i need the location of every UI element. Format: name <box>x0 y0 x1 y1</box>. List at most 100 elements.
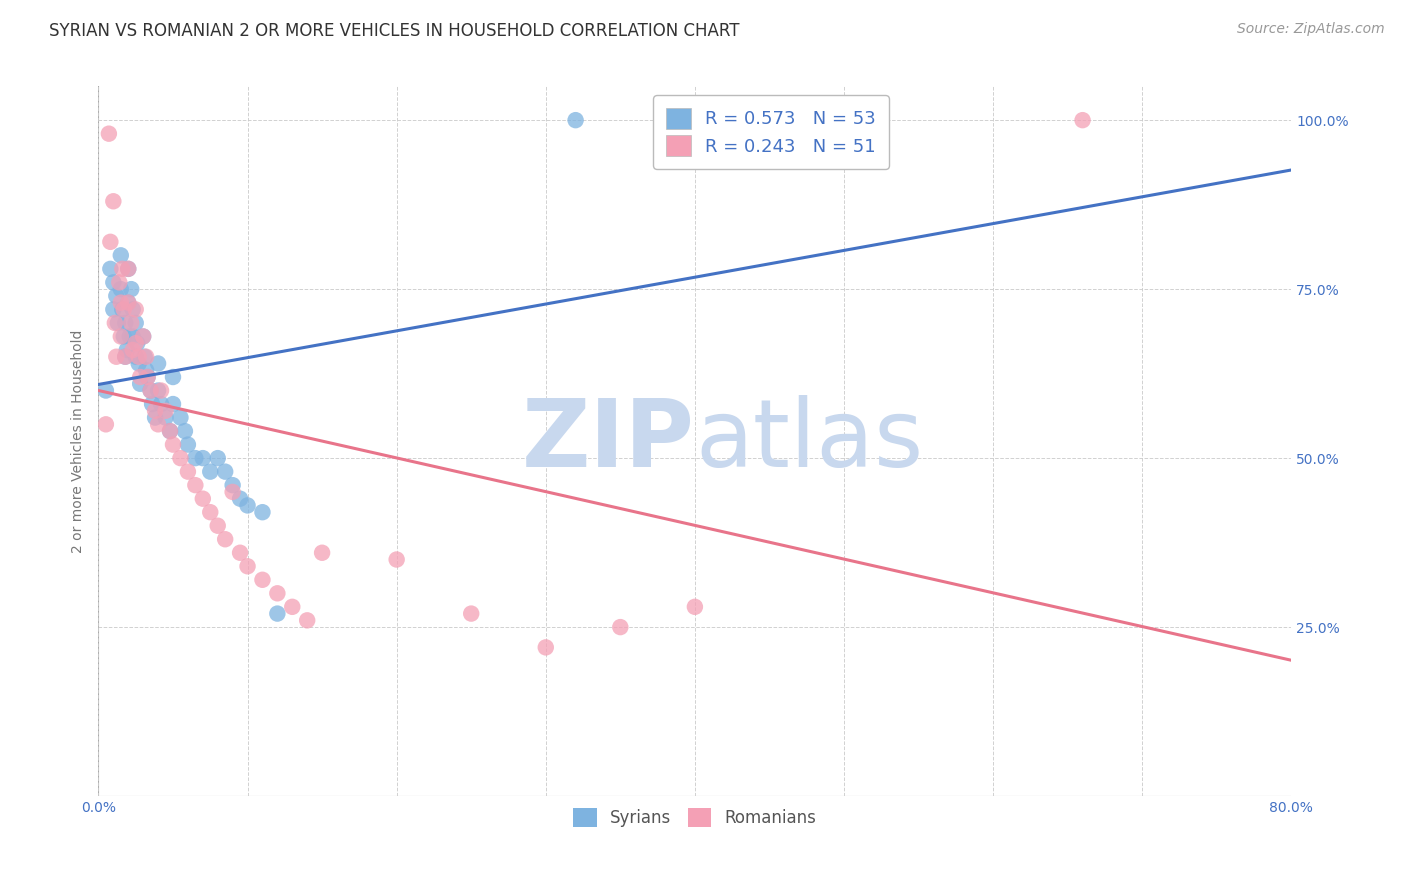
Point <box>110 295 132 310</box>
Point <box>110 248 132 262</box>
Point <box>146 357 169 371</box>
Point <box>266 586 288 600</box>
Point <box>125 316 148 330</box>
Point <box>108 276 131 290</box>
Point <box>125 302 148 317</box>
Point <box>184 478 207 492</box>
Point <box>117 295 139 310</box>
Point <box>136 370 159 384</box>
Point <box>129 370 152 384</box>
Point <box>281 599 304 614</box>
Text: SYRIAN VS ROMANIAN 2 OR MORE VEHICLES IN HOUSEHOLD CORRELATION CHART: SYRIAN VS ROMANIAN 2 OR MORE VEHICLES IN… <box>49 22 740 40</box>
Point <box>295 613 318 627</box>
Point <box>221 478 243 492</box>
Point <box>184 451 207 466</box>
Point <box>110 329 132 343</box>
Point <box>155 404 177 418</box>
Point <box>98 235 121 249</box>
Point <box>125 350 148 364</box>
Point <box>818 113 841 128</box>
Text: Source: ZipAtlas.com: Source: ZipAtlas.com <box>1237 22 1385 37</box>
Point <box>111 261 134 276</box>
Point <box>128 350 150 364</box>
Point <box>207 518 229 533</box>
Point <box>252 573 274 587</box>
Point <box>141 397 163 411</box>
Legend: Syrians, Romanians: Syrians, Romanians <box>567 801 823 834</box>
Point <box>127 336 149 351</box>
Point <box>177 465 200 479</box>
Point <box>136 370 159 384</box>
Point <box>1071 113 1094 128</box>
Point <box>103 194 125 209</box>
Point <box>146 384 169 398</box>
Point <box>139 384 162 398</box>
Point <box>229 491 252 506</box>
Point <box>121 302 143 317</box>
Point <box>169 410 191 425</box>
Text: ZIP: ZIP <box>522 395 695 487</box>
Point <box>200 465 222 479</box>
Point <box>159 424 181 438</box>
Point <box>683 599 706 614</box>
Point <box>150 397 173 411</box>
Point <box>143 410 166 425</box>
Point <box>191 491 214 506</box>
Point <box>191 451 214 466</box>
Point <box>112 302 135 317</box>
Point <box>135 363 157 377</box>
Point <box>97 127 120 141</box>
Point <box>311 546 333 560</box>
Point <box>229 546 252 560</box>
Point <box>105 350 128 364</box>
Point <box>159 424 181 438</box>
Point <box>117 261 139 276</box>
Point <box>120 282 142 296</box>
Point <box>121 329 143 343</box>
Point <box>94 417 117 432</box>
Point <box>104 316 127 330</box>
Point <box>114 316 136 330</box>
Point <box>155 410 177 425</box>
Point <box>150 384 173 398</box>
Point <box>236 499 259 513</box>
Point <box>132 329 155 343</box>
Point <box>266 607 288 621</box>
Point <box>134 350 156 364</box>
Y-axis label: 2 or more Vehicles in Household: 2 or more Vehicles in Household <box>72 329 86 553</box>
Point <box>112 329 135 343</box>
Point <box>162 370 184 384</box>
Point <box>111 302 134 317</box>
Point <box>139 384 162 398</box>
Point <box>207 451 229 466</box>
Point <box>200 505 222 519</box>
Point <box>115 343 138 357</box>
Point <box>129 376 152 391</box>
Point <box>121 343 143 357</box>
Point <box>98 261 121 276</box>
Point <box>117 261 139 276</box>
Point <box>103 302 125 317</box>
Point <box>105 289 128 303</box>
Point <box>252 505 274 519</box>
Point <box>94 384 117 398</box>
Point <box>177 437 200 451</box>
Point <box>114 350 136 364</box>
Point <box>162 437 184 451</box>
Point <box>162 397 184 411</box>
Point <box>460 607 482 621</box>
Point <box>534 640 557 655</box>
Point <box>174 424 197 438</box>
Point <box>169 451 191 466</box>
Point <box>118 329 141 343</box>
Point <box>609 620 631 634</box>
Point <box>103 276 125 290</box>
Point <box>114 350 136 364</box>
Point <box>564 113 586 128</box>
Point <box>132 329 155 343</box>
Point <box>385 552 408 566</box>
Point <box>214 465 236 479</box>
Point <box>107 316 129 330</box>
Point <box>128 357 150 371</box>
Point <box>143 404 166 418</box>
